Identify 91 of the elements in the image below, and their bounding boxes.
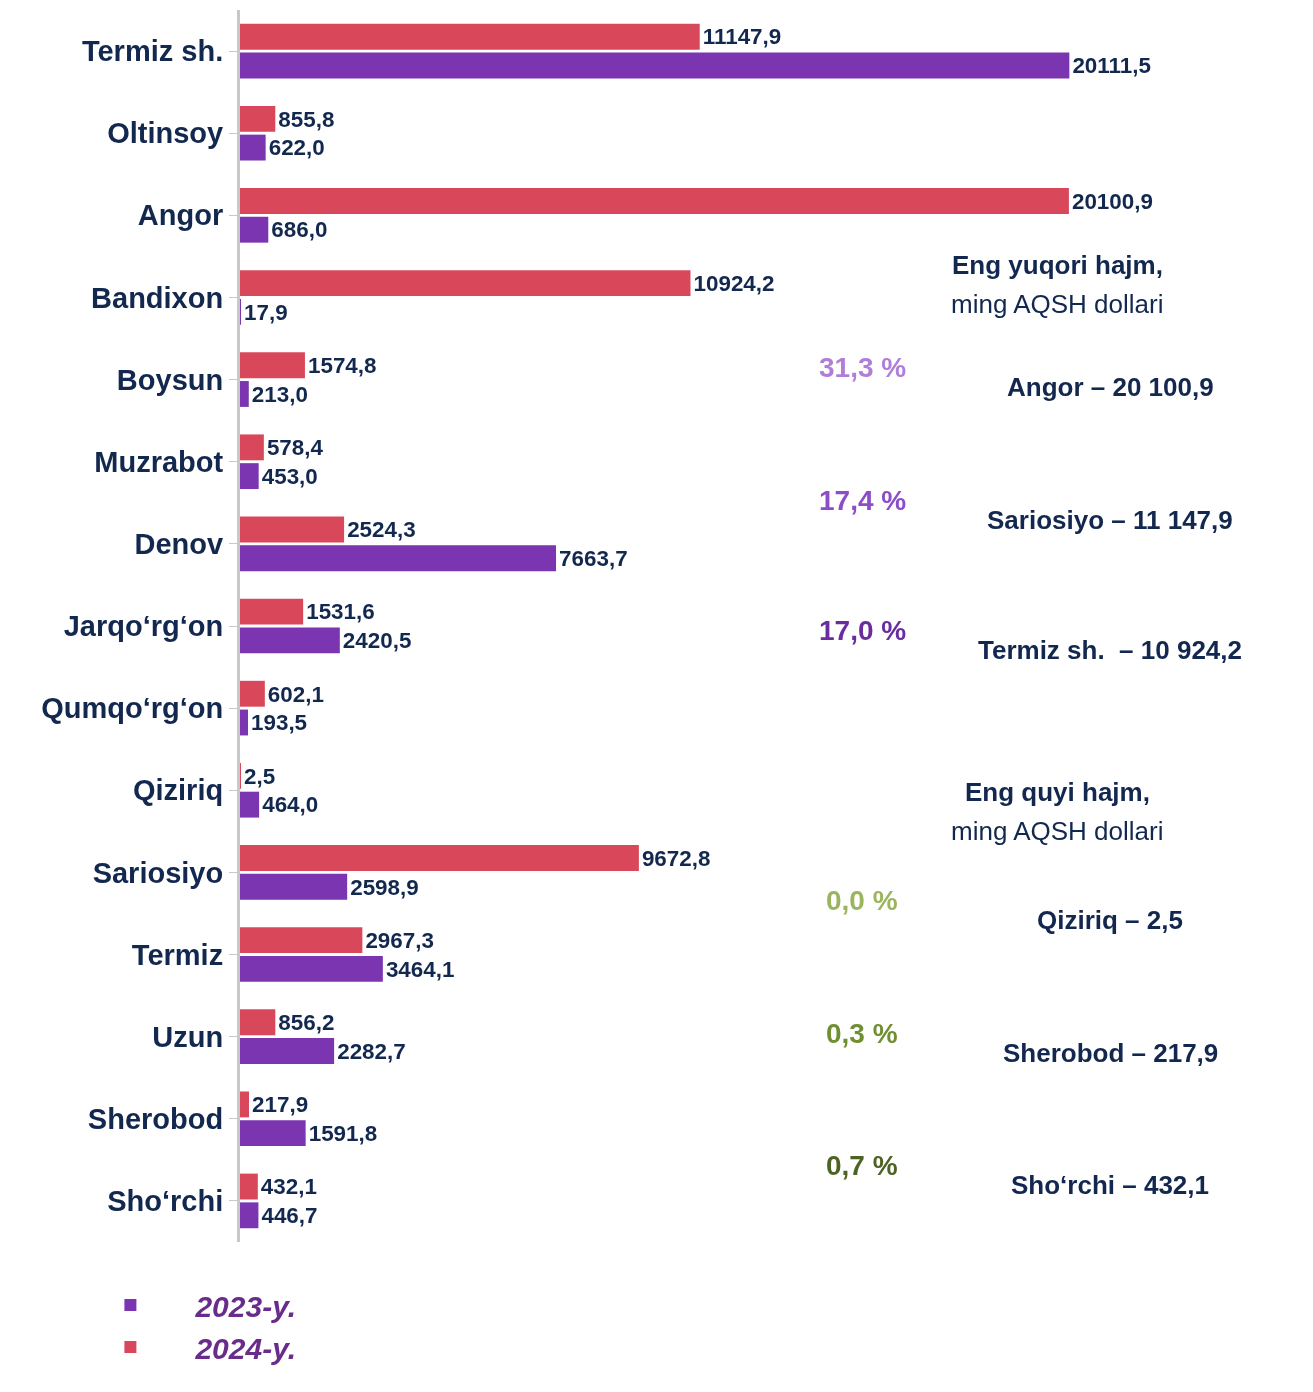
- y-tick-label: Termiz: [131, 938, 224, 971]
- data-label: 1574,8: [307, 352, 377, 378]
- data-label: 213,0: [251, 381, 308, 407]
- y-tick-label: Oltinsoy: [107, 117, 224, 150]
- y-tick-label: Sho‘rchi: [107, 1185, 224, 1218]
- data-label: 193,5: [251, 710, 308, 736]
- y-tick-label: Sariosiyo: [92, 856, 224, 889]
- bar: [240, 188, 1069, 214]
- data-label: 20100,9: [1071, 188, 1153, 214]
- data-label: 855,8: [278, 106, 335, 132]
- annotation: Sho‘rchi – 432,1: [1011, 1170, 1209, 1200]
- annotation: Qiziriq – 2,5: [1037, 905, 1183, 935]
- bar: [240, 516, 345, 543]
- data-label: 622,0: [268, 135, 325, 161]
- annotation: Eng yuqori hajm,: [952, 250, 1163, 280]
- annotation: 0,7 %: [826, 1150, 898, 1181]
- data-label: 686,0: [271, 217, 328, 243]
- bar: [240, 927, 363, 954]
- annotation: 31,3 %: [819, 352, 907, 383]
- bar: [240, 680, 265, 707]
- y-tick-label: Denov: [134, 528, 224, 561]
- data-label: 2524,3: [347, 517, 416, 543]
- data-label: 2420,5: [342, 628, 412, 654]
- bar: [240, 955, 383, 982]
- data-label: 2967,3: [365, 927, 434, 953]
- data-label: 1591,8: [308, 1120, 378, 1146]
- annotation: Sariosiyo – 11 147,9: [987, 505, 1233, 535]
- data-label: 2282,7: [337, 1038, 406, 1064]
- data-label: 453,0: [261, 463, 318, 489]
- y-tick-label: Boysun: [116, 363, 224, 396]
- bar: [240, 1120, 306, 1147]
- annotation: ming AQSH dollari: [951, 289, 1164, 319]
- data-label: 602,1: [267, 681, 324, 707]
- data-label: 3464,1: [385, 956, 455, 982]
- data-label: 11147,9: [702, 24, 782, 50]
- bar: [240, 381, 249, 407]
- data-label: 17,9: [244, 299, 288, 325]
- bar: [240, 352, 305, 379]
- annotation: Angor – 20 100,9: [1007, 372, 1214, 402]
- data-label: 2598,9: [350, 874, 419, 900]
- annotation: Sherobod – 217,9: [1003, 1038, 1219, 1068]
- legend-label: 2024-y.: [194, 1331, 297, 1365]
- data-label: 20111,5: [1072, 53, 1151, 79]
- bar: [240, 1091, 249, 1118]
- bar: [240, 463, 259, 490]
- annotation: 0,0 %: [826, 885, 898, 916]
- y-tick-label: Jarqo‘rg‘on: [63, 610, 224, 643]
- bar: [240, 845, 639, 871]
- bar: [240, 1202, 259, 1229]
- y-tick-label: Bandixon: [91, 281, 224, 314]
- y-tick-label: Termiz sh.: [81, 35, 224, 68]
- y-tick-label: Sherobod: [87, 1102, 224, 1135]
- data-label: 578,4: [266, 435, 324, 461]
- bar: [240, 598, 304, 625]
- bar: [240, 709, 248, 736]
- y-tick-label: Angor: [137, 199, 224, 232]
- annotation: 0,3 %: [826, 1018, 898, 1049]
- bar: [240, 873, 348, 900]
- bar: [240, 545, 557, 572]
- data-label: 464,0: [262, 792, 319, 818]
- data-label: 217,9: [252, 1092, 309, 1118]
- y-tick-label: Qumqo‘rg‘on: [41, 692, 224, 725]
- bar: [240, 434, 264, 461]
- data-label: 10924,2: [693, 270, 775, 296]
- data-label: 1531,6: [306, 599, 375, 625]
- y-tick-label: Qiziriq: [132, 774, 224, 807]
- data-label: 856,2: [278, 1010, 335, 1036]
- y-tick-label: Muzrabot: [94, 445, 224, 478]
- data-label: 446,7: [261, 1203, 318, 1229]
- bar: [240, 105, 276, 132]
- bar: [240, 1038, 335, 1064]
- data-label: 7663,7: [559, 546, 628, 571]
- annotation: Termiz sh. – 10 924,2: [978, 635, 1242, 665]
- bar: [240, 627, 340, 654]
- data-label: 9672,8: [641, 845, 711, 871]
- legend-label: 2023-y.: [194, 1289, 297, 1323]
- bar: [240, 1173, 258, 1200]
- bar: [240, 1009, 276, 1036]
- annotation: 17,0 %: [819, 615, 907, 646]
- data-label: 432,1: [260, 1174, 317, 1200]
- bar: [240, 270, 691, 297]
- data-label: 2,5: [244, 763, 276, 789]
- annotation: Eng quyi hajm,: [965, 777, 1150, 807]
- bar: [240, 134, 266, 161]
- annotation: ming AQSH dollari: [951, 816, 1164, 846]
- bar: [240, 216, 269, 243]
- bar: [240, 23, 700, 50]
- annotation: 17,4 %: [819, 485, 907, 516]
- bar: [240, 52, 1070, 79]
- y-tick-label: Uzun: [152, 1020, 224, 1053]
- bar: [240, 791, 260, 818]
